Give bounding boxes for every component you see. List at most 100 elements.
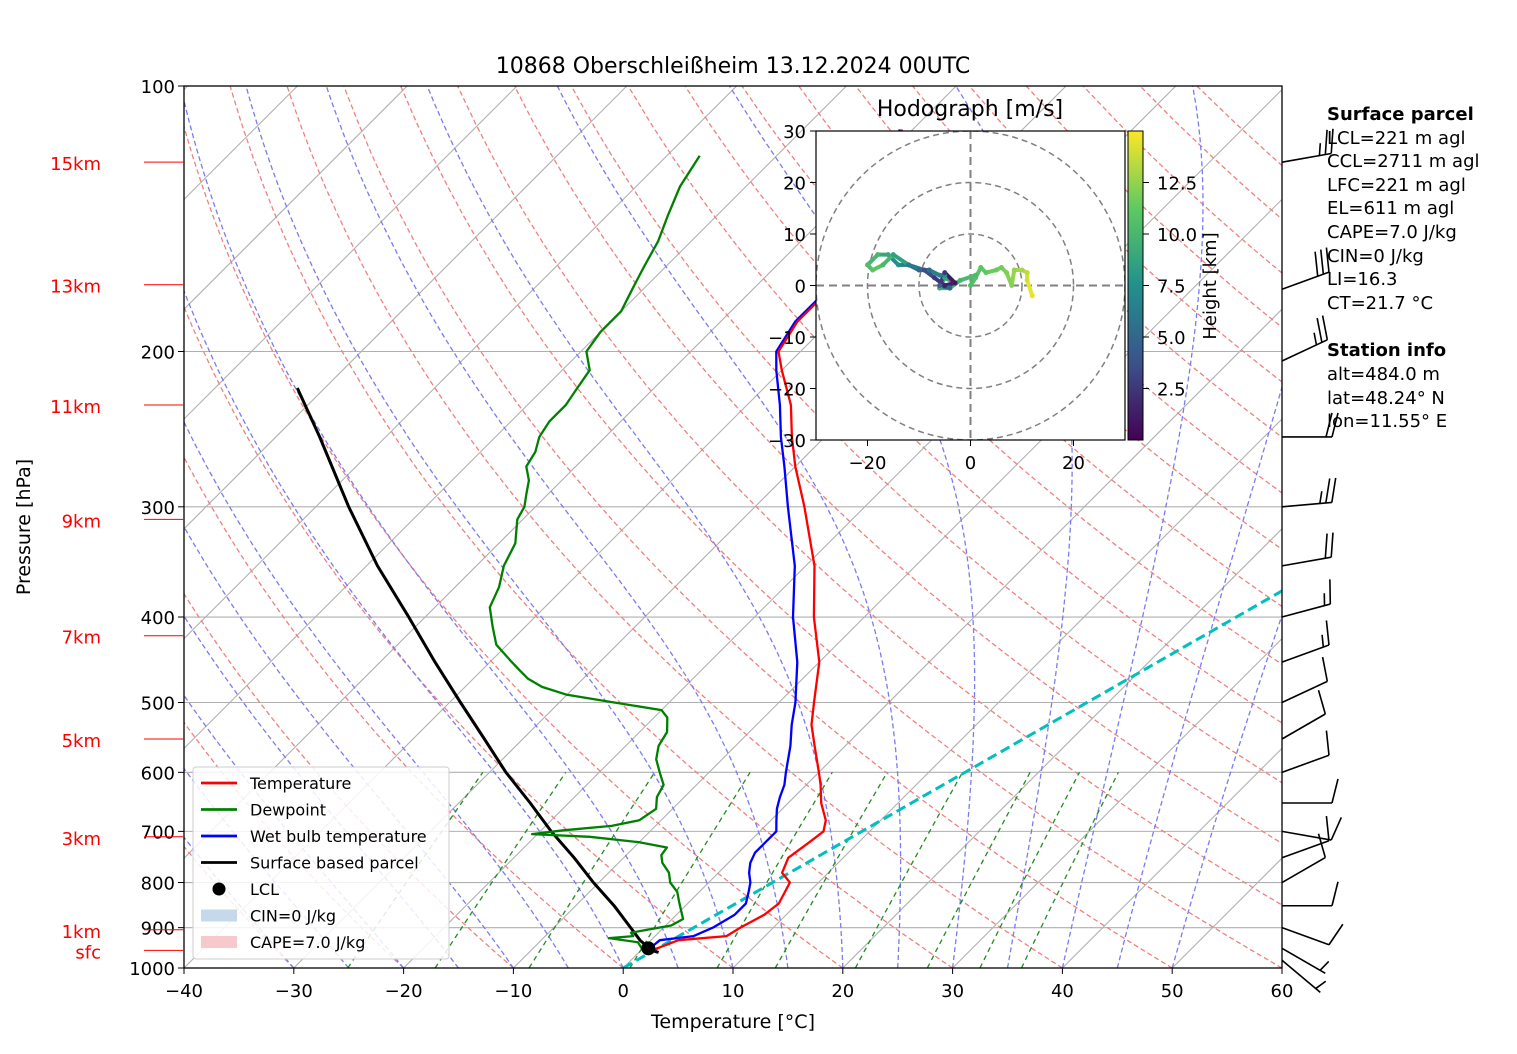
hodograph-point <box>973 272 979 278</box>
barb-half <box>1315 980 1327 990</box>
barb-half <box>1318 143 1322 156</box>
legend: Temperature Dewpoint Wet bulb temperature S… <box>192 766 450 960</box>
moist-adiabat <box>1116 384 1282 968</box>
pressure-tick-label: 700 <box>141 822 175 843</box>
height-label: 15km <box>50 154 101 175</box>
legend-box <box>192 766 450 960</box>
isotherm-line <box>732 418 1282 968</box>
dry-adiabat <box>457 86 1282 906</box>
station-info-line: alt=484.0 m <box>1327 363 1440 385</box>
hodograph-point <box>957 277 963 283</box>
isotherm-line <box>622 308 1282 968</box>
colorbar-label: Height [km] <box>1200 232 1221 339</box>
barb-full <box>1319 249 1325 275</box>
hodograph-point <box>1024 270 1030 276</box>
chart-title: 10868 Oberschleißheim 13.12.2024 00UTC <box>496 54 971 79</box>
barb-staff <box>1281 926 1330 946</box>
barb-staff <box>1281 830 1332 841</box>
x-tick-label: 10 <box>722 981 745 1002</box>
pressure-tick-label: 100 <box>141 77 175 98</box>
surface-parcel-line: EL=611 m agl <box>1327 198 1455 220</box>
legend-label: Dewpoint <box>250 801 326 820</box>
legend-label: CIN=0 J/kg <box>250 907 336 926</box>
colorbar-tick-label: 2.5 <box>1157 380 1186 401</box>
barb-staff <box>1281 947 1326 975</box>
barb-full <box>1324 533 1328 559</box>
hodograph-x-tick-label: 20 <box>1062 453 1085 474</box>
dry-adiabat <box>286 86 1063 968</box>
moist-adiabat <box>1061 86 1204 968</box>
barb-full <box>1325 247 1330 273</box>
hodograph-point <box>870 267 876 273</box>
surface-parcel-line: CAPE=7.0 J/kg <box>1327 221 1457 243</box>
hodograph-ring <box>918 233 1023 338</box>
barb-staff <box>1281 501 1332 508</box>
dry-adiabat <box>184 305 734 968</box>
height-label: sfc <box>75 942 101 963</box>
hodograph-point <box>937 283 943 288</box>
moist-adiabat <box>426 86 844 968</box>
hodograph-point <box>1011 267 1017 273</box>
hodograph-y-tick-label: −30 <box>768 431 806 452</box>
legend-label: Wet bulb temperature <box>250 827 427 846</box>
isotherm-line <box>513 198 1282 968</box>
barb-staff <box>1281 339 1328 362</box>
hodograph-segment <box>1025 278 1035 298</box>
hodograph-point <box>1029 293 1035 299</box>
hodograph-y-tick-label: −20 <box>768 380 806 401</box>
barb-staff <box>1281 603 1331 618</box>
legend-label: Temperature <box>249 774 351 793</box>
height-label: 13km <box>50 277 101 298</box>
moist-adiabat <box>325 86 789 968</box>
hodograph-point <box>895 262 901 268</box>
hodograph-point <box>937 272 943 278</box>
x-tick-label: −10 <box>494 981 532 1002</box>
surface-parcel-line: LCL=221 m agl <box>1327 127 1466 149</box>
hodograph-point <box>906 262 912 268</box>
colorbar-tick-label: 10.0 <box>1157 225 1197 246</box>
hodograph-y-tick-label: 0 <box>795 277 806 298</box>
hodograph-segment <box>958 273 978 283</box>
surface-parcel-line: CCL=2711 m agl <box>1327 151 1480 173</box>
dry-adiabat <box>513 86 1282 845</box>
barb-full <box>1331 881 1339 906</box>
x-tick-label: 30 <box>941 981 964 1002</box>
dry-adiabat <box>570 86 1282 784</box>
hodograph-point <box>1009 283 1015 288</box>
legend-swatch <box>201 936 237 948</box>
surface-parcel-heading: Surface parcel <box>1327 104 1474 125</box>
barb-staff <box>1281 152 1332 163</box>
y-axis-label: Pressure [hPa] <box>13 459 35 595</box>
hodograph-point <box>942 270 948 276</box>
barb-full <box>1330 817 1343 841</box>
station-info-line: lon=11.55° E <box>1327 411 1448 433</box>
surface-parcel-line: CIN=0 J/kg <box>1327 245 1424 267</box>
hodograph-point <box>947 285 953 291</box>
moist-adiabat <box>184 289 624 968</box>
moist-adiabat <box>184 98 679 968</box>
isotherm-line <box>842 528 1282 968</box>
mixing-ratio-line <box>854 771 964 968</box>
legend-swatch <box>201 909 237 922</box>
hodograph-point <box>916 267 922 273</box>
mixing-ratio-lines <box>347 771 1119 968</box>
barb-full <box>1317 833 1327 858</box>
pressure-tick-label: 400 <box>141 608 175 629</box>
barb-full <box>1321 656 1329 682</box>
surface-parcel-line: CT=21.7 °C <box>1327 292 1434 314</box>
isotherm-line <box>1062 747 1282 968</box>
moist-adiabat <box>955 86 1073 968</box>
colorbar-tick-label: 12.5 <box>1157 174 1197 195</box>
hodograph-y-tick-label: 20 <box>783 174 806 195</box>
dry-adiabat <box>229 86 953 968</box>
hodograph-point <box>880 262 886 268</box>
hodograph-point <box>931 275 937 281</box>
hodograph-point <box>885 252 891 258</box>
hodograph-y-tick-label: −10 <box>768 328 806 349</box>
dry-adiabat <box>400 86 1282 968</box>
hodograph-ring <box>866 181 1075 390</box>
station-info-heading: Station info <box>1327 340 1447 362</box>
barb-full <box>1331 477 1337 503</box>
moist-adiabat <box>184 614 460 968</box>
